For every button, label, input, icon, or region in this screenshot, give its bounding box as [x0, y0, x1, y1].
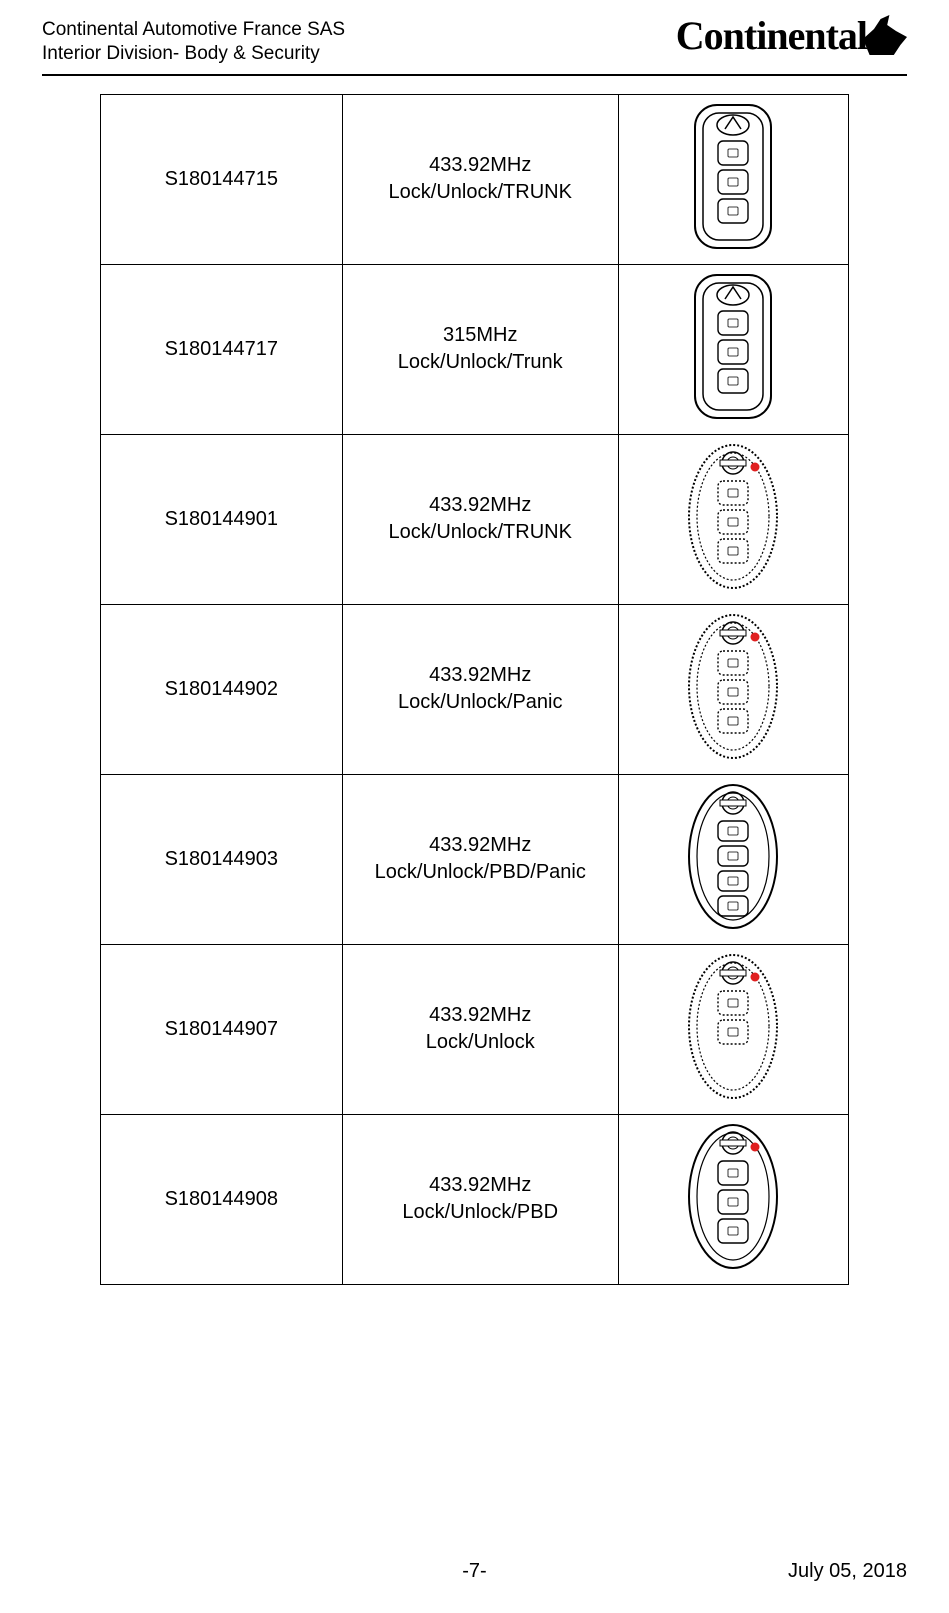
- functions-text: Lock/Unlock/Panic: [347, 689, 614, 716]
- description-cell: 433.92MHz Lock/Unlock/TRUNK: [342, 94, 618, 264]
- division-name: Interior Division- Body & Security: [42, 42, 345, 66]
- header-rule: [42, 74, 907, 76]
- part-number-cell: S180144902: [101, 604, 343, 774]
- table-row: S180144902 433.92MHz Lock/Unlock/Panic: [101, 604, 849, 774]
- part-number-cell: S180144715: [101, 94, 343, 264]
- description-cell: 433.92MHz Lock/Unlock/TRUNK: [342, 434, 618, 604]
- continental-logo: Continental: [676, 12, 907, 59]
- functions-text: Lock/Unlock/TRUNK: [347, 519, 614, 546]
- functions-text: Lock/Unlock/PBD: [347, 1199, 614, 1226]
- company-name: Continental Automotive France SAS: [42, 18, 345, 42]
- image-cell: [618, 264, 848, 434]
- keyfob-icon: [683, 439, 783, 594]
- keyfob-icon: [683, 949, 783, 1104]
- image-cell: [618, 434, 848, 604]
- part-number-cell: S180144901: [101, 434, 343, 604]
- image-cell: [618, 774, 848, 944]
- keyfob-icon: [683, 779, 783, 934]
- table-row: S180144901 433.92MHz Lock/Unlock/TRUNK: [101, 434, 849, 604]
- part-number-cell: S180144907: [101, 944, 343, 1114]
- description-cell: 315MHz Lock/Unlock/Trunk: [342, 264, 618, 434]
- frequency-text: 315MHz: [347, 322, 614, 349]
- page-header: Continental Automotive France SAS Interi…: [0, 0, 949, 66]
- description-cell: 433.92MHz Lock/Unlock/PBD: [342, 1114, 618, 1284]
- keyfob-icon: [683, 99, 783, 254]
- image-cell: [618, 604, 848, 774]
- header-left: Continental Automotive France SAS Interi…: [42, 18, 345, 66]
- page-footer: -7- July 05, 2018: [42, 1560, 907, 1583]
- frequency-text: 433.92MHz: [347, 1002, 614, 1029]
- frequency-text: 433.92MHz: [347, 152, 614, 179]
- table-row: S180144715 433.92MHz Lock/Unlock/TRUNK: [101, 94, 849, 264]
- keyfob-icon: [683, 1119, 783, 1274]
- table-row: S180144903 433.92MHz Lock/Unlock/PBD/Pan…: [101, 774, 849, 944]
- description-cell: 433.92MHz Lock/Unlock/Panic: [342, 604, 618, 774]
- frequency-text: 433.92MHz: [347, 492, 614, 519]
- product-table-wrap: S180144715 433.92MHz Lock/Unlock/TRUNK S…: [100, 94, 849, 1285]
- image-cell: [618, 944, 848, 1114]
- frequency-text: 433.92MHz: [347, 662, 614, 689]
- description-cell: 433.92MHz Lock/Unlock: [342, 944, 618, 1114]
- functions-text: Lock/Unlock/Trunk: [347, 349, 614, 376]
- logo-horse-icon: [863, 15, 907, 55]
- part-number-cell: S180144908: [101, 1114, 343, 1284]
- image-cell: [618, 1114, 848, 1284]
- frequency-text: 433.92MHz: [347, 832, 614, 859]
- product-table: S180144715 433.92MHz Lock/Unlock/TRUNK S…: [100, 94, 849, 1285]
- functions-text: Lock/Unlock/TRUNK: [347, 179, 614, 206]
- part-number-cell: S180144717: [101, 264, 343, 434]
- description-cell: 433.92MHz Lock/Unlock/PBD/Panic: [342, 774, 618, 944]
- image-cell: [618, 94, 848, 264]
- functions-text: Lock/Unlock/PBD/Panic: [347, 859, 614, 886]
- page-number: -7-: [42, 1560, 907, 1583]
- keyfob-icon: [683, 269, 783, 424]
- functions-text: Lock/Unlock: [347, 1029, 614, 1056]
- logo-text: Continental: [676, 13, 867, 58]
- keyfob-icon: [683, 609, 783, 764]
- part-number-cell: S180144903: [101, 774, 343, 944]
- table-row: S180144907 433.92MHz Lock/Unlock: [101, 944, 849, 1114]
- table-row: S180144717 315MHz Lock/Unlock/Trunk: [101, 264, 849, 434]
- frequency-text: 433.92MHz: [347, 1172, 614, 1199]
- table-row: S180144908 433.92MHz Lock/Unlock/PBD: [101, 1114, 849, 1284]
